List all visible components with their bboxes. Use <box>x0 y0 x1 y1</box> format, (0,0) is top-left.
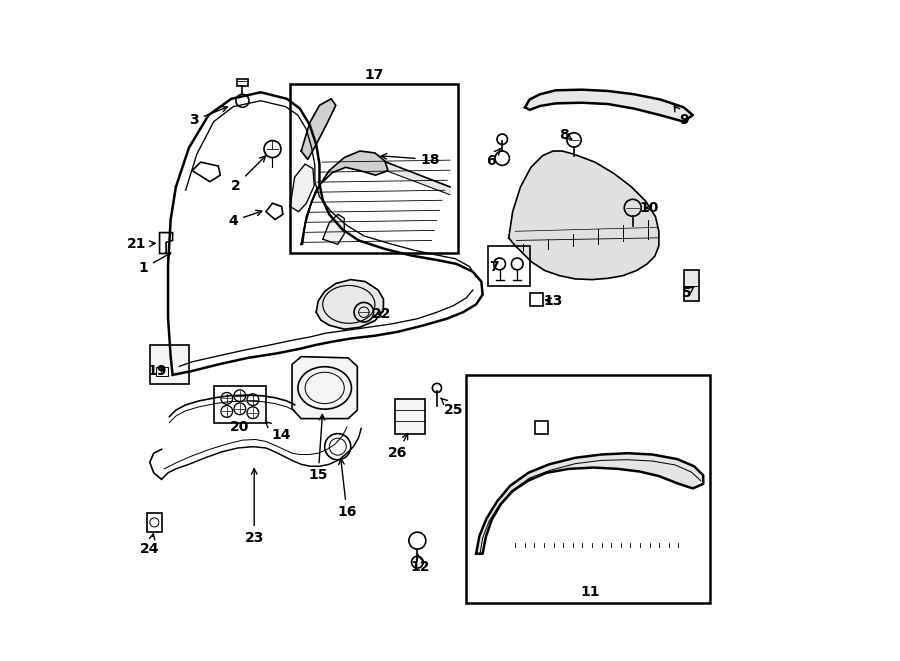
Text: 21: 21 <box>127 237 155 251</box>
Text: 11: 11 <box>580 584 600 599</box>
Polygon shape <box>684 270 699 301</box>
Text: 13: 13 <box>544 294 562 308</box>
Text: 23: 23 <box>245 469 264 545</box>
Text: 6: 6 <box>486 149 500 168</box>
Polygon shape <box>386 162 450 195</box>
Text: 20: 20 <box>230 420 249 434</box>
Polygon shape <box>323 214 345 245</box>
Text: 19: 19 <box>148 364 167 378</box>
Text: 22: 22 <box>373 307 392 321</box>
Text: 24: 24 <box>140 534 159 556</box>
Polygon shape <box>476 453 703 554</box>
Polygon shape <box>394 399 425 434</box>
Polygon shape <box>316 280 383 329</box>
Text: 7: 7 <box>490 260 500 274</box>
Polygon shape <box>290 164 314 212</box>
Text: 10: 10 <box>639 201 659 215</box>
Text: 26: 26 <box>388 434 408 460</box>
Text: 16: 16 <box>338 459 356 519</box>
Polygon shape <box>302 98 336 159</box>
Polygon shape <box>149 345 189 384</box>
Text: 5: 5 <box>681 286 694 299</box>
Text: 12: 12 <box>411 554 430 574</box>
Text: 14: 14 <box>266 422 292 442</box>
Text: 25: 25 <box>441 399 464 417</box>
Bar <box>157 367 168 376</box>
Text: 15: 15 <box>309 414 328 483</box>
Text: 9: 9 <box>674 106 688 128</box>
Polygon shape <box>292 356 357 418</box>
Text: 3: 3 <box>189 106 228 128</box>
Text: 1: 1 <box>139 253 171 276</box>
Text: 8: 8 <box>559 128 572 141</box>
Polygon shape <box>508 151 659 280</box>
Polygon shape <box>302 151 388 245</box>
Polygon shape <box>525 90 693 122</box>
Polygon shape <box>238 79 248 86</box>
Text: 18: 18 <box>382 153 440 167</box>
Text: 4: 4 <box>229 210 262 228</box>
Text: 17: 17 <box>364 67 384 82</box>
Text: 2: 2 <box>231 156 266 192</box>
